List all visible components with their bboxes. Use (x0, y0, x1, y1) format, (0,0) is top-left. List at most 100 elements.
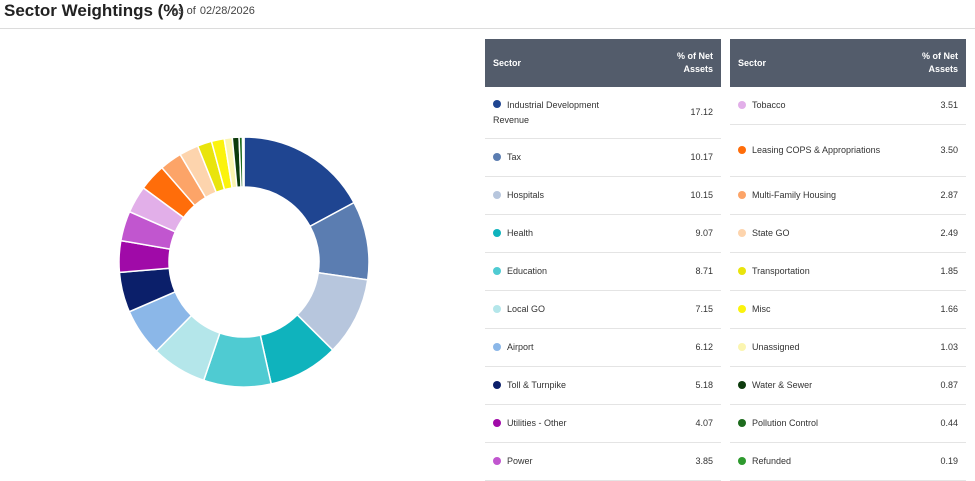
sector-cell: Tobacco (730, 87, 890, 125)
table-row: Tax 10.17 (485, 138, 721, 177)
sector-cell: Water & Sewer (730, 366, 890, 405)
legend-dot-icon (493, 228, 501, 237)
sector-name: State GO (752, 228, 790, 238)
legend-dot-icon (738, 342, 746, 351)
sector-cell: Tax (485, 138, 645, 177)
sector-cell: Airport (485, 328, 645, 367)
sector-donut-chart (118, 136, 370, 388)
sector-cell: Local GO (485, 290, 645, 329)
sector-value: 1.03 (890, 328, 966, 367)
sector-cell: Leasing COPS & Appropriations (730, 124, 890, 177)
table-row: Utilities - Other 4.07 (485, 404, 721, 443)
legend-dot-icon (738, 456, 746, 465)
legend-dot-icon (738, 266, 746, 275)
table-row: Power 3.85 (485, 442, 721, 481)
page-title: Sector Weightings (%) (4, 1, 185, 20)
sector-name: Airport (507, 342, 534, 352)
table-row: Misc 1.66 (730, 290, 966, 329)
sector-name: Industrial Development Revenue (493, 99, 600, 125)
sector-name: Hospitals (507, 190, 545, 200)
table-row: Multi-Family Housing 2.87 (730, 176, 966, 215)
sector-value: 0.44 (890, 404, 966, 443)
legend-dot-icon (493, 380, 501, 389)
sector-value: 10.15 (645, 176, 721, 215)
table-row: Hospitals 10.15 (485, 176, 721, 215)
sector-cell: Power (485, 442, 645, 481)
table-row: Pollution Control 0.44 (730, 404, 966, 443)
sector-name: Education (507, 266, 548, 276)
sector-value: 17.12 (645, 87, 721, 139)
table-header-row: Sector % of Net Assets (730, 39, 966, 87)
table-row: Refunded 0.19 (730, 442, 966, 481)
sector-name: Utilities - Other (507, 418, 567, 428)
legend-dot-icon (493, 100, 501, 109)
sector-name: Toll & Turnpike (507, 380, 567, 390)
sector-cell: Multi-Family Housing (730, 176, 890, 215)
column-header-pct: % of Net Assets (890, 39, 966, 87)
table-header-row: Sector % of Net Assets (485, 39, 721, 87)
sector-table-right: Sector % of Net Assets Tobacco 3.51 Leasin… (730, 39, 966, 481)
legend-dot-icon (738, 100, 746, 109)
table-row: Local GO 7.15 (485, 290, 721, 329)
table-row: Toll & Turnpike 5.18 (485, 366, 721, 405)
legend-dot-icon (493, 456, 501, 465)
sector-cell: Pollution Control (730, 404, 890, 443)
sector-name: Tax (507, 152, 522, 162)
sector-cell: Education (485, 252, 645, 291)
sector-value: 5.18 (645, 366, 721, 405)
sector-cell: Misc (730, 290, 890, 329)
sector-table-left: Sector % of Net Assets Industrial Develo… (485, 39, 721, 481)
sector-name: Pollution Control (752, 418, 819, 428)
legend-dot-icon (738, 145, 746, 154)
sector-value: 7.15 (645, 290, 721, 329)
sector-name: Local GO (507, 304, 546, 314)
sector-cell: Transportation (730, 252, 890, 291)
sector-cell: Utilities - Other (485, 404, 645, 443)
sector-cell: Hospitals (485, 176, 645, 215)
table-row: Transportation 1.85 (730, 252, 966, 291)
legend-dot-icon (493, 190, 501, 199)
sector-name: Power (507, 456, 533, 466)
table-row: Health 9.07 (485, 214, 721, 253)
sector-name: Tobacco (752, 100, 786, 110)
legend-dot-icon (738, 190, 746, 199)
table-row: Unassigned 1.03 (730, 328, 966, 367)
sector-name: Leasing COPS & Appropriations (752, 145, 881, 155)
sector-value: 0.19 (890, 442, 966, 481)
legend-dot-icon (738, 228, 746, 237)
sector-value: 2.49 (890, 214, 966, 253)
sector-cell: Health (485, 214, 645, 253)
sector-value: 6.12 (645, 328, 721, 367)
column-header-sector: Sector (730, 39, 890, 87)
table-row: Tobacco 3.51 (730, 87, 966, 125)
table-row: State GO 2.49 (730, 214, 966, 253)
sector-value: 2.87 (890, 176, 966, 215)
sector-name: Water & Sewer (752, 380, 813, 390)
sector-value: 4.07 (645, 404, 721, 443)
as-of-date: as of 02/28/2026 (172, 5, 255, 17)
donut-slice[interactable] (241, 136, 245, 188)
sector-name: Unassigned (752, 342, 800, 352)
sector-value: 9.07 (645, 214, 721, 253)
as-of-value: 02/28/2026 (199, 5, 255, 17)
legend-dot-icon (738, 418, 746, 427)
legend-dot-icon (493, 418, 501, 427)
sector-value: 1.66 (890, 290, 966, 329)
sector-cell: Unassigned (730, 328, 890, 367)
legend-dot-icon (738, 380, 746, 389)
sector-cell: Toll & Turnpike (485, 366, 645, 405)
sector-name: Health (507, 228, 534, 238)
table-row: Leasing COPS & Appropriations 3.50 (730, 124, 966, 177)
table-row: Education 8.71 (485, 252, 721, 291)
sector-value: 3.50 (890, 124, 966, 177)
table-row: Airport 6.12 (485, 328, 721, 367)
sector-value: 10.17 (645, 138, 721, 177)
sector-cell: Refunded (730, 442, 890, 481)
sector-value: 1.85 (890, 252, 966, 291)
table-row: Water & Sewer 0.87 (730, 366, 966, 405)
legend-dot-icon (738, 304, 746, 313)
legend-dot-icon (493, 266, 501, 275)
sector-cell: Industrial Development Revenue (485, 87, 645, 139)
legend-dot-icon (493, 304, 501, 313)
column-header-sector: Sector (485, 39, 645, 87)
